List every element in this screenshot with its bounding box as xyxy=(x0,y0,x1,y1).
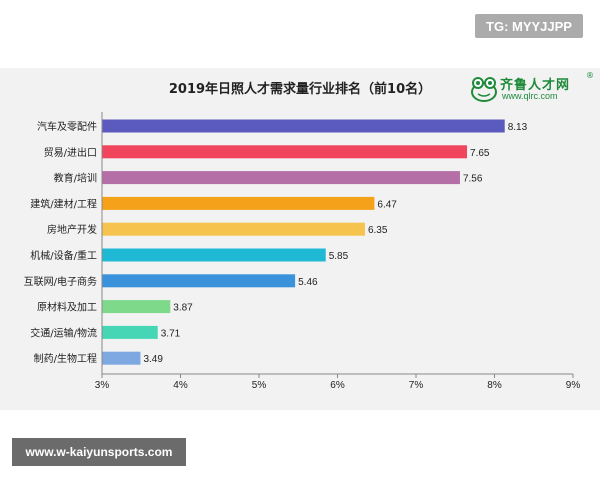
category-label: 原材料及加工 xyxy=(37,301,97,314)
category-label: 机械/设备/重工 xyxy=(30,249,97,262)
category-label: 互联网/电子商务 xyxy=(24,275,97,288)
bar xyxy=(102,171,460,185)
value-label: 6.35 xyxy=(368,225,388,236)
watermark-tag: TG: MYYJJPP xyxy=(475,14,583,38)
value-label: 7.65 xyxy=(470,148,490,159)
value-label: 8.13 xyxy=(508,122,528,133)
bar xyxy=(102,351,141,365)
bar xyxy=(102,119,505,133)
site-logo: 齐鲁人才网 ® www.qlrc.com xyxy=(470,71,595,104)
category-label: 教育/培训 xyxy=(54,172,97,185)
bar xyxy=(102,145,468,159)
chart-title: 2019年日照人才需求量行业排名（前10名） xyxy=(168,82,432,97)
value-label: 6.47 xyxy=(377,199,397,210)
category-label: 交通/运输/物流 xyxy=(30,326,97,339)
x-tick-label: 7% xyxy=(409,380,424,391)
value-label: 3.49 xyxy=(143,354,163,365)
x-tick-label: 3% xyxy=(95,380,110,391)
bar xyxy=(102,325,158,339)
category-label: 建筑/建材/工程 xyxy=(30,197,97,210)
x-tick-label: 5% xyxy=(252,380,267,391)
value-label: 3.71 xyxy=(161,328,181,339)
x-tick-label: 6% xyxy=(330,380,345,391)
category-label: 制药/生物工程 xyxy=(34,352,97,365)
value-label: 3.87 xyxy=(173,303,193,314)
bar xyxy=(102,248,326,262)
x-tick-label: 4% xyxy=(173,380,188,391)
logo-name: 齐鲁人才网 xyxy=(500,78,571,93)
value-label: 5.85 xyxy=(329,251,349,262)
category-label: 房地产开发 xyxy=(47,223,97,236)
logo-registered-mark: ® xyxy=(586,71,594,80)
x-tick-label: 9% xyxy=(566,380,581,391)
logo-url: www.qlrc.com xyxy=(502,91,558,101)
bar xyxy=(102,300,171,314)
x-tick-label: 8% xyxy=(487,380,502,391)
category-label: 贸易/进出口 xyxy=(44,146,97,159)
value-label: 7.56 xyxy=(463,174,483,185)
bar xyxy=(102,196,375,210)
category-label: 汽车及零配件 xyxy=(37,120,97,133)
value-label: 5.46 xyxy=(298,277,318,288)
frog-logo-icon xyxy=(471,77,497,102)
bar xyxy=(102,274,296,288)
bar xyxy=(102,222,365,236)
footer-url: www.w-kaiyunsports.com xyxy=(12,438,186,466)
